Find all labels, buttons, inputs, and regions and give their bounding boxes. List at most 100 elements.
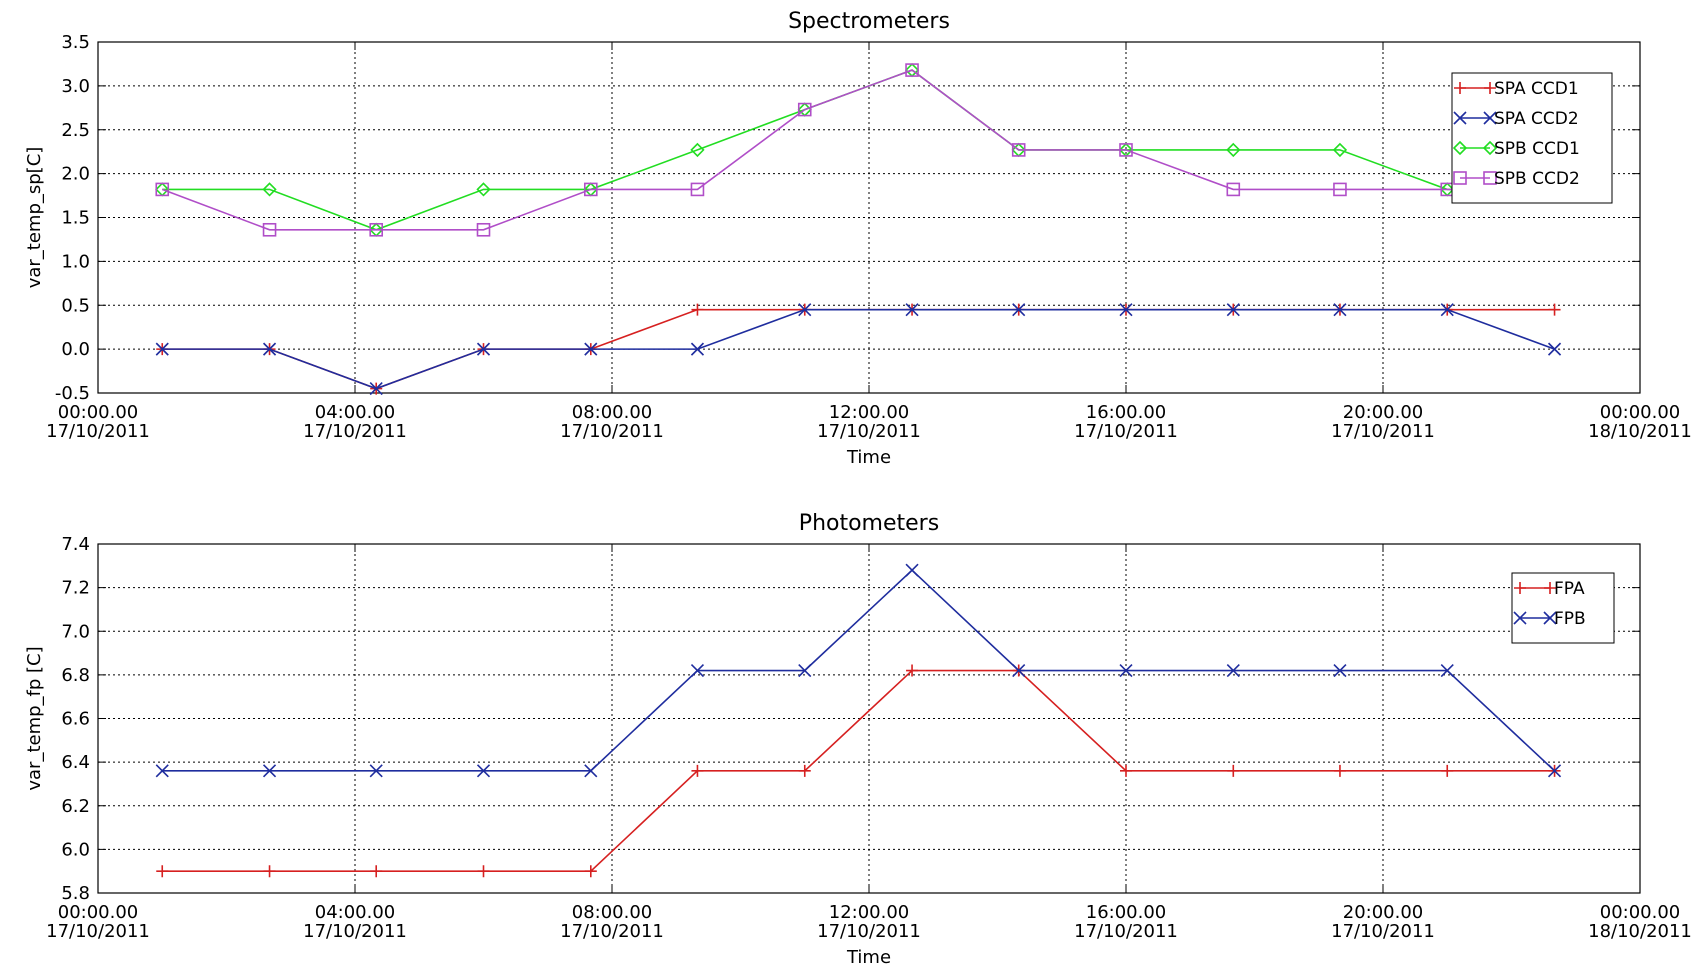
chart-title: Photometers <box>799 511 939 536</box>
y-tick-label: 3.5 <box>61 32 90 53</box>
data-point <box>155 342 169 356</box>
x-tick-label-date: 17/10/2011 <box>1074 921 1178 942</box>
y-tick-label: 6.4 <box>61 752 90 773</box>
data-point <box>476 182 491 197</box>
data-point <box>1547 764 1562 778</box>
series-spa-ccd2 <box>155 303 1562 396</box>
data-point <box>476 222 491 237</box>
data-point <box>1119 143 1133 157</box>
y-tick-label: 7.4 <box>61 534 90 555</box>
x-tick-label-time: 20:00.00 <box>1343 402 1424 423</box>
x-tick-label-date: 17/10/2011 <box>303 421 407 442</box>
x-tick-label-time: 20:00.00 <box>1343 902 1424 923</box>
data-point <box>1333 303 1347 317</box>
data-point <box>1333 663 1347 678</box>
x-tick-label-time: 16:00.00 <box>1086 402 1167 423</box>
data-point <box>476 764 491 778</box>
x-tick-label-date: 17/10/2011 <box>560 921 664 942</box>
legend-label: FPB <box>1554 609 1586 629</box>
x-tick-label-time: 16:00.00 <box>1086 902 1167 923</box>
x-tick-label-time: 00:00.00 <box>58 902 139 923</box>
data-point <box>1548 303 1561 316</box>
legend-label: SPB CCD2 <box>1494 169 1580 189</box>
y-axis-label: var_temp_fp [C] <box>24 646 45 790</box>
data-point <box>1119 663 1133 678</box>
x-tick-label-date: 17/10/2011 <box>46 421 150 442</box>
x-tick-label-time: 08:00.00 <box>572 902 653 923</box>
y-tick-label: 3.0 <box>61 76 90 97</box>
legend-marker <box>1483 171 1497 185</box>
legend-entry: SPA CCD1 <box>1454 79 1579 99</box>
x-tick-label-time: 12:00.00 <box>829 902 910 923</box>
x-tick-label-time: 00:00.00 <box>1600 402 1681 423</box>
x-tick-label-date: 17/10/2011 <box>1331 421 1435 442</box>
x-axis-label: Time <box>846 947 891 968</box>
legend: SPA CCD1 SPA CCD2 SPB CCD1 SPB CCD2 <box>1451 72 1613 204</box>
x-tick-label-time: 00:00.00 <box>58 402 139 423</box>
series-spb-ccd2 <box>155 63 1562 237</box>
y-tick-label: 6.8 <box>61 665 90 686</box>
y-tick-label: 6.2 <box>61 796 90 817</box>
data-point <box>906 664 919 677</box>
x-axis-label: Time <box>846 447 891 468</box>
data-point <box>798 764 811 777</box>
data-point <box>1011 143 1026 157</box>
y-tick-label: 2.0 <box>61 164 90 185</box>
x-tick-label-date: 18/10/2011 <box>1588 421 1692 442</box>
y-tick-label: 0.5 <box>61 295 90 316</box>
x-tick-label-date: 17/10/2011 <box>817 421 921 442</box>
y-tick-label: -0.5 <box>55 383 90 404</box>
data-point <box>1226 142 1241 158</box>
legend-marker <box>1484 82 1496 94</box>
data-point <box>1226 182 1241 197</box>
data-point <box>691 764 704 777</box>
data-point <box>1226 663 1240 678</box>
data-point <box>262 222 277 237</box>
x-tick-label-time: 00:00.00 <box>1600 902 1681 923</box>
data-point <box>690 182 705 197</box>
data-point <box>1227 764 1240 777</box>
legend-marker <box>1453 171 1467 185</box>
data-point <box>1333 764 1346 777</box>
legend-marker <box>1454 82 1466 94</box>
data-point <box>1333 182 1347 197</box>
data-point <box>263 865 276 878</box>
x-tick-label-date: 17/10/2011 <box>1331 921 1435 942</box>
y-tick-label: 1.5 <box>61 208 90 229</box>
data-point <box>369 222 384 237</box>
data-point <box>1440 663 1454 678</box>
y-tick-label: 7.2 <box>61 578 90 599</box>
data-point <box>1547 342 1562 356</box>
data-point <box>262 342 277 356</box>
legend-marker <box>1513 611 1527 625</box>
data-point <box>1119 303 1133 317</box>
data-point <box>1332 142 1348 158</box>
data-point <box>1226 303 1240 317</box>
y-tick-label: 0.0 <box>61 339 90 360</box>
data-point <box>583 182 598 197</box>
data-point <box>584 342 598 356</box>
legend-entry: FPA <box>1514 579 1585 599</box>
legend-entry: FPB <box>1513 609 1586 629</box>
data-point <box>477 865 490 878</box>
series-line <box>162 669 1555 872</box>
series-fpa <box>156 664 1561 878</box>
chart-title: Spectrometers <box>788 9 950 34</box>
y-axis-label: var_temp_sp[C] <box>24 147 45 289</box>
legend-marker <box>1452 140 1468 156</box>
series-line <box>162 308 1555 390</box>
y-tick-label: 5.8 <box>61 883 90 904</box>
data-point <box>905 563 919 577</box>
x-tick-label-time: 12:00.00 <box>829 402 910 423</box>
legend-entry: SPA CCD2 <box>1453 109 1579 129</box>
legend-box <box>1451 72 1613 204</box>
series-fpb <box>155 563 1562 778</box>
x-tick-label-date: 17/10/2011 <box>303 921 407 942</box>
y-tick-label: 7.0 <box>61 621 90 642</box>
data-point <box>1440 303 1454 317</box>
data-point <box>262 182 277 197</box>
legend-marker <box>1543 611 1557 625</box>
y-tick-label: 1.0 <box>61 251 90 272</box>
data-point <box>798 663 812 678</box>
legend-marker <box>1453 111 1467 125</box>
